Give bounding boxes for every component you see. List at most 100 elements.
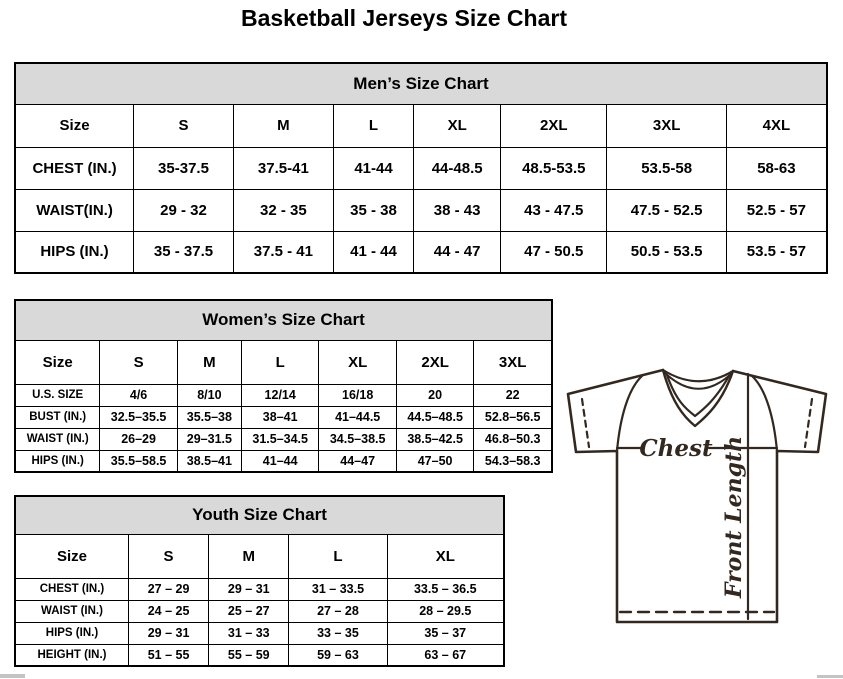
jersey-right-sleeve-seam xyxy=(750,374,779,453)
womens-column-header: L xyxy=(240,339,320,385)
mens-cell: 43 - 47.5 xyxy=(500,188,608,232)
womens-cell: 34.5–38.5 xyxy=(318,427,397,451)
jersey-right-cuff-dashed-line xyxy=(803,397,814,449)
youth-column-header: L xyxy=(288,533,388,579)
mens-cell: 29 - 32 xyxy=(133,188,234,232)
mens-data-row: WAIST(IN.) 29 - 32 32 - 35 35 - 38 38 - 43 43… xyxy=(14,188,828,232)
front-length-label: Front Length xyxy=(721,436,747,599)
youth-cell: 51 – 55 xyxy=(127,643,210,667)
womens-cell: 4/6 xyxy=(99,383,178,407)
youth-cell: 28 – 29.5 xyxy=(386,599,505,623)
horizontal-scrollbar-fragment-left[interactable] xyxy=(0,674,25,678)
youth-cell: 27 – 29 xyxy=(127,577,210,601)
womens-data-row: HIPS (IN.) 35.5–58.5 38.5–41 41–44 44–47 47–5… xyxy=(14,449,553,473)
womens-cell: 38.5–41 xyxy=(176,449,242,473)
jersey-left-sleeve-seam xyxy=(615,374,644,453)
chest-label: Chest xyxy=(639,435,713,462)
womens-cell: 35.5–58.5 xyxy=(99,449,178,473)
youth-cell: 31 – 33.5 xyxy=(288,577,388,601)
womens-cell: 29–31.5 xyxy=(176,427,242,451)
womens-cell: 31.5–34.5 xyxy=(240,427,320,451)
mens-cell: 44 - 47 xyxy=(413,230,502,274)
mens-cell: 35 - 38 xyxy=(332,188,415,232)
womens-cell: 38.5–42.5 xyxy=(395,427,475,451)
page-title: Basketball Jerseys Size Chart xyxy=(240,5,567,31)
youth-cell: 63 – 67 xyxy=(386,643,505,667)
womens-cell: 47–50 xyxy=(395,449,475,473)
youth-cell: 29 – 31 xyxy=(127,621,210,645)
womens-cell: 44.5–48.5 xyxy=(395,405,475,429)
youth-cell: 27 – 28 xyxy=(288,599,388,623)
youth-column-header: XL xyxy=(386,533,505,579)
womens-cell: 41–44.5 xyxy=(318,405,397,429)
womens-cell: 46.8–50.3 xyxy=(473,427,553,451)
youth-row-label: WAIST (IN.) xyxy=(14,599,129,623)
womens-cell: 52.8–56.5 xyxy=(473,405,553,429)
mens-cell: 32 - 35 xyxy=(232,188,334,232)
youth-title-row: Youth Size Chart xyxy=(14,495,505,535)
jersey-outline xyxy=(566,368,828,624)
mens-cell: 53.5 - 57 xyxy=(725,230,828,274)
womens-data-row: WAIST (IN.) 26–29 29–31.5 31.5–34.5 34.5–38.… xyxy=(14,427,553,451)
horizontal-scrollbar-fragment-right[interactable] xyxy=(817,675,843,678)
womens-data-row: U.S. SIZE 4/6 8/10 12/14 16/18 20 22 xyxy=(14,383,553,407)
youth-data-row: CHEST (IN.) 27 – 29 29 – 31 31 – 33.5 33.5 –… xyxy=(14,577,505,601)
mens-cell: 53.5-58 xyxy=(606,146,727,190)
mens-data-row: CHEST (IN.) 35-37.5 37.5-41 41-44 44-48.5 48.… xyxy=(14,146,828,190)
womens-column-header: M xyxy=(176,339,242,385)
youth-column-header: S xyxy=(127,533,210,579)
jersey-measurement-diagram: Chest Front Length xyxy=(566,368,828,624)
womens-data-row: BUST (IN.) 32.5–35.5 35.5–38 38–41 41–44.5 44… xyxy=(14,405,553,429)
youth-title: Youth Size Chart xyxy=(14,495,505,535)
youth-column-header: Size xyxy=(14,533,129,579)
womens-row-label: U.S. SIZE xyxy=(14,383,101,407)
mens-column-header: M xyxy=(232,103,334,148)
youth-cell: 33.5 – 36.5 xyxy=(386,577,505,601)
jersey-collar-outer-v xyxy=(661,368,735,428)
womens-cell: 20 xyxy=(395,383,475,407)
mens-cell: 38 - 43 xyxy=(413,188,502,232)
womens-cell: 38–41 xyxy=(240,405,320,429)
mens-cell: 41-44 xyxy=(332,146,415,190)
womens-column-header: Size xyxy=(14,339,101,385)
mens-cell: 47.5 - 52.5 xyxy=(606,188,727,232)
womens-header-row: Size S M L XL 2XL 3XL xyxy=(14,339,553,385)
youth-data-row: HEIGHT (IN.) 51 – 55 55 – 59 59 – 63 63 – 67 xyxy=(14,643,505,667)
womens-cell: 8/10 xyxy=(176,383,242,407)
mens-row-label: HIPS (IN.) xyxy=(14,230,135,274)
mens-column-header: Size xyxy=(14,103,135,148)
womens-cell: 26–29 xyxy=(99,427,178,451)
youth-row-label: CHEST (IN.) xyxy=(14,577,129,601)
youth-cell: 25 – 27 xyxy=(208,599,290,623)
mens-cell: 37.5 - 41 xyxy=(232,230,334,274)
jersey-left-cuff-dashed-line xyxy=(580,397,591,449)
mens-cell: 44-48.5 xyxy=(413,146,502,190)
youth-cell: 59 – 63 xyxy=(288,643,388,667)
mens-header-row: Size S M L XL 2XL 3XL 4XL xyxy=(14,103,828,148)
mens-cell: 35 - 37.5 xyxy=(133,230,234,274)
mens-column-header: 2XL xyxy=(500,103,608,148)
mens-cell: 41 - 44 xyxy=(332,230,415,274)
womens-column-header: S xyxy=(99,339,178,385)
jersey-collar-back-arc-inner xyxy=(664,372,732,390)
youth-data-row: HIPS (IN.) 29 – 31 31 – 33 33 – 35 35 – 37 xyxy=(14,621,505,645)
mens-cell: 50.5 - 53.5 xyxy=(606,230,727,274)
womens-cell: 12/14 xyxy=(240,383,320,407)
womens-row-label: HIPS (IN.) xyxy=(14,449,101,473)
mens-column-header: L xyxy=(332,103,415,148)
youth-row-label: HEIGHT (IN.) xyxy=(14,643,129,667)
mens-row-label: WAIST(IN.) xyxy=(14,188,135,232)
mens-cell: 48.5-53.5 xyxy=(500,146,608,190)
mens-cell: 35-37.5 xyxy=(133,146,234,190)
womens-cell: 41–44 xyxy=(240,449,320,473)
jersey-collar-back-arc xyxy=(661,368,735,383)
youth-data-row: WAIST (IN.) 24 – 25 25 – 27 27 – 28 28 – 29.… xyxy=(14,599,505,623)
mens-column-header: XL xyxy=(413,103,502,148)
mens-cell: 52.5 - 57 xyxy=(725,188,828,232)
youth-cell: 55 – 59 xyxy=(208,643,290,667)
mens-column-header: S xyxy=(133,103,234,148)
womens-cell: 22 xyxy=(473,383,553,407)
mens-data-row: HIPS (IN.) 35 - 37.5 37.5 - 41 41 - 44 44 - … xyxy=(14,230,828,274)
mens-row-label: CHEST (IN.) xyxy=(14,146,135,190)
